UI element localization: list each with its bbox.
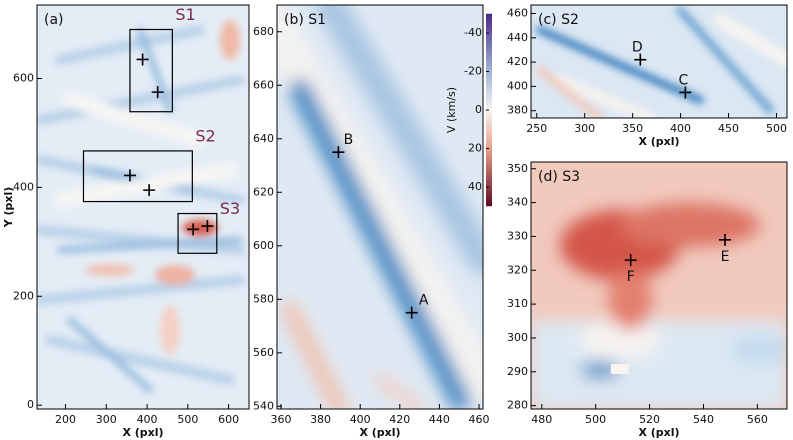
- y-tick-label: 600: [253, 239, 274, 252]
- x-tick-label: 420: [389, 413, 410, 426]
- x-tick-label: 360: [270, 413, 291, 426]
- marker-label: C: [678, 72, 688, 88]
- y-tick-label: 400: [13, 180, 34, 193]
- y-tick-label: 340: [507, 196, 528, 209]
- x-axis-label: X (pxl): [359, 426, 400, 439]
- y-axis-label: Y (pxl): [2, 187, 15, 229]
- x-tick-label: 400: [137, 413, 158, 426]
- region-label: S1: [175, 5, 195, 24]
- colorbar-tick-label: 20: [468, 142, 482, 155]
- y-tick-label: 680: [253, 25, 274, 38]
- x-tick-label: 440: [429, 413, 450, 426]
- x-tick-label: 460: [469, 413, 490, 426]
- marker: [332, 146, 345, 159]
- region-box: [177, 212, 218, 254]
- region-label: S3: [220, 199, 240, 218]
- colorbar-label: V (km/s): [445, 87, 458, 133]
- colorbar-tick-label: -40: [464, 26, 482, 39]
- region-box: [129, 28, 173, 113]
- panel-title: (c) S2: [538, 12, 579, 28]
- y-tick-label: 620: [253, 185, 274, 198]
- overview-marker: [123, 169, 136, 182]
- x-tick-label: 500: [585, 413, 606, 426]
- x-tick-label: 300: [96, 413, 117, 426]
- y-tick-label: 420: [507, 55, 528, 68]
- y-tick-label: 300: [507, 331, 528, 344]
- panel-title: (d) S3: [538, 169, 580, 185]
- overview-marker: [201, 220, 214, 233]
- y-tick-label: 560: [253, 346, 274, 359]
- overview-marker: [187, 223, 200, 236]
- x-tick-label: 250: [526, 122, 547, 135]
- marker-label: B: [344, 132, 354, 148]
- y-tick-label: 540: [253, 399, 274, 412]
- y-tick-label: 310: [507, 297, 528, 310]
- image-a: [37, 5, 249, 409]
- image-c: [531, 5, 787, 118]
- marker: [634, 53, 647, 66]
- image-b: [277, 5, 483, 409]
- y-tick-label: 640: [253, 132, 274, 145]
- x-tick-label: 200: [55, 413, 76, 426]
- x-tick-label: 350: [622, 122, 643, 135]
- region-label: S2: [195, 126, 215, 145]
- x-tick-label: 380: [310, 413, 331, 426]
- panel-title: (b) S1: [284, 12, 326, 28]
- x-tick-label: 540: [693, 413, 714, 426]
- colorbar-tick-label: 0: [475, 103, 482, 116]
- x-tick-label: 400: [350, 413, 371, 426]
- marker: [679, 86, 692, 99]
- x-tick-label: 480: [531, 413, 552, 426]
- marker-label: F: [627, 269, 635, 285]
- x-axis-label: X (pxl): [122, 426, 163, 439]
- x-tick-label: 520: [639, 413, 660, 426]
- image-d: [531, 162, 787, 409]
- panel-title: (a): [44, 12, 64, 28]
- x-tick-label: 300: [574, 122, 595, 135]
- overview-marker: [136, 53, 149, 66]
- y-tick-label: 350: [507, 162, 528, 175]
- colorbar-tick-label: -20: [464, 65, 482, 78]
- x-tick-label: 500: [766, 122, 787, 135]
- marker: [624, 254, 637, 267]
- y-tick-label: 0: [27, 398, 34, 411]
- x-tick-label: 450: [718, 122, 739, 135]
- y-tick-label: 580: [253, 292, 274, 305]
- x-tick-label: 560: [747, 413, 768, 426]
- marker-label: E: [721, 249, 730, 265]
- plot-frame: [276, 4, 484, 410]
- overview-marker: [151, 86, 164, 99]
- y-tick-label: 460: [507, 7, 528, 20]
- marker-label: D: [632, 40, 643, 56]
- y-tick-label: 660: [253, 78, 274, 91]
- marker: [719, 233, 732, 246]
- y-tick-label: 600: [13, 72, 34, 85]
- y-tick-label: 280: [507, 399, 528, 412]
- y-tick-label: 320: [507, 263, 528, 276]
- x-axis-label: X (pxl): [638, 426, 679, 439]
- marker-label: A: [419, 293, 429, 309]
- y-tick-label: 330: [507, 229, 528, 242]
- region-box: [82, 150, 193, 203]
- y-tick-label: 400: [507, 79, 528, 92]
- y-tick-label: 440: [507, 31, 528, 44]
- x-axis-label: X (pxl): [638, 135, 679, 148]
- y-tick-label: 200: [13, 289, 34, 302]
- y-tick-label: 290: [507, 365, 528, 378]
- overview-marker: [143, 184, 156, 197]
- x-tick-label: 600: [218, 413, 239, 426]
- y-tick-label: 380: [507, 104, 528, 117]
- marker: [405, 306, 418, 319]
- x-tick-label: 400: [670, 122, 691, 135]
- x-tick-label: 500: [177, 413, 198, 426]
- plot-frame: [530, 161, 788, 410]
- plot-frame: [36, 4, 250, 410]
- colorbar-tick-label: 40: [468, 180, 482, 193]
- plot-frame: [530, 4, 788, 119]
